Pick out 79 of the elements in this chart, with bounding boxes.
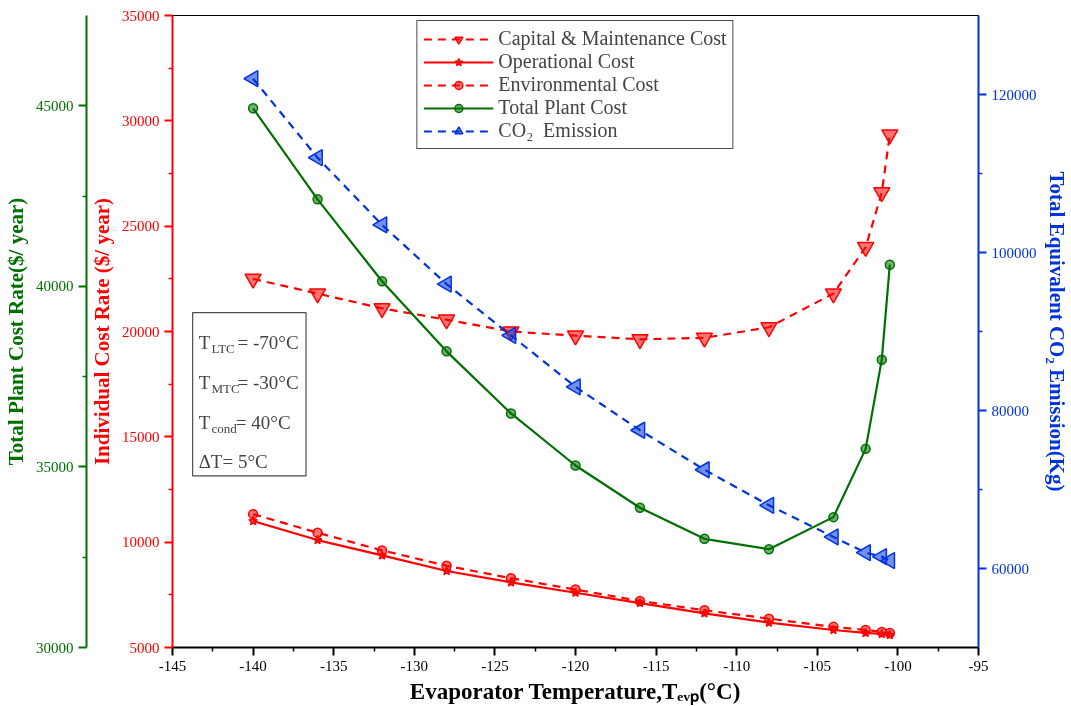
y-tick-label: 30000 bbox=[122, 112, 160, 129]
x-tick-label: -120 bbox=[561, 657, 590, 674]
x-tick-label: -105 bbox=[803, 657, 832, 674]
point bbox=[376, 276, 388, 287]
point bbox=[699, 604, 710, 616]
x-tick-label: -110 bbox=[723, 657, 751, 674]
point bbox=[824, 288, 843, 304]
point bbox=[505, 408, 517, 419]
point bbox=[876, 354, 888, 365]
y3-tick-label: 40000 bbox=[36, 278, 74, 295]
point bbox=[855, 543, 872, 562]
point bbox=[436, 275, 452, 293]
point bbox=[873, 187, 891, 203]
point bbox=[823, 528, 839, 546]
point bbox=[373, 302, 391, 319]
point bbox=[828, 511, 839, 523]
point bbox=[695, 332, 714, 348]
point bbox=[856, 241, 875, 258]
point bbox=[758, 496, 775, 515]
y-tick-label: 5000 bbox=[129, 639, 160, 656]
point bbox=[243, 69, 259, 88]
legend-label: CO₂ Emission bbox=[498, 119, 618, 142]
point bbox=[505, 572, 517, 584]
y-tick-label: 20000 bbox=[122, 323, 160, 340]
legend-label: Total Plant Cost bbox=[498, 96, 627, 119]
y2-tick-label: 120000 bbox=[991, 86, 1037, 103]
y-tick-label: 25000 bbox=[122, 218, 160, 235]
point bbox=[247, 103, 259, 114]
legend-label: Operational Cost bbox=[498, 50, 635, 73]
point bbox=[763, 613, 775, 624]
point bbox=[694, 461, 710, 479]
y3-axis-title: Total Plant Cost Rate($/ year) bbox=[4, 197, 28, 466]
y2-tick-label: 100000 bbox=[991, 244, 1037, 261]
x-axis-title: Evaporator Temperature,Tₑᵥₚ(°C) bbox=[409, 678, 741, 705]
x-tick-label: -95 bbox=[968, 657, 989, 674]
point bbox=[307, 148, 323, 167]
point bbox=[699, 533, 710, 545]
point bbox=[879, 551, 896, 570]
point bbox=[247, 508, 259, 520]
point bbox=[441, 560, 452, 571]
point bbox=[634, 502, 646, 513]
y2-tick-label: 80000 bbox=[991, 402, 1029, 419]
y-tick-label: 35000 bbox=[122, 7, 160, 24]
point bbox=[760, 321, 778, 338]
y2-tick-label: 60000 bbox=[991, 560, 1029, 577]
legend-label: Capital & Maintenance Cost bbox=[498, 27, 727, 50]
x-tick-label: -115 bbox=[642, 657, 670, 674]
point bbox=[244, 273, 262, 289]
point bbox=[441, 346, 452, 357]
point bbox=[884, 259, 896, 270]
point bbox=[312, 527, 323, 538]
point bbox=[312, 194, 323, 205]
x-tick-label: -140 bbox=[239, 657, 267, 674]
point bbox=[860, 443, 871, 455]
point bbox=[881, 129, 899, 145]
y3-tick-label: 45000 bbox=[36, 97, 74, 114]
x-tick-label: -100 bbox=[884, 657, 912, 674]
annotation: ΔT= 5°C bbox=[198, 451, 268, 473]
point bbox=[629, 421, 646, 439]
point bbox=[565, 378, 581, 396]
y-axis-title: Individual Cost Rate ($/ year) bbox=[90, 197, 114, 466]
x-tick-label: -135 bbox=[319, 657, 348, 674]
x-tick-label: -125 bbox=[481, 657, 509, 674]
point bbox=[631, 333, 649, 350]
point bbox=[763, 544, 775, 555]
legend-label: Environmental Cost bbox=[498, 73, 659, 96]
y2-axis-title: Total Equivalent CO₂ Emission(Kg) bbox=[1044, 171, 1069, 492]
x-tick-label: -145 bbox=[158, 657, 187, 674]
point bbox=[376, 545, 388, 556]
point bbox=[437, 314, 456, 330]
y3-tick-label: 30000 bbox=[36, 639, 74, 656]
y-tick-label: 15000 bbox=[122, 428, 160, 445]
point bbox=[372, 216, 388, 234]
point bbox=[308, 288, 327, 304]
point bbox=[570, 460, 581, 471]
point bbox=[566, 330, 585, 346]
x-tick-label: -130 bbox=[400, 657, 429, 674]
y-tick-label: 10000 bbox=[122, 534, 160, 551]
y3-tick-label: 35000 bbox=[36, 458, 74, 475]
